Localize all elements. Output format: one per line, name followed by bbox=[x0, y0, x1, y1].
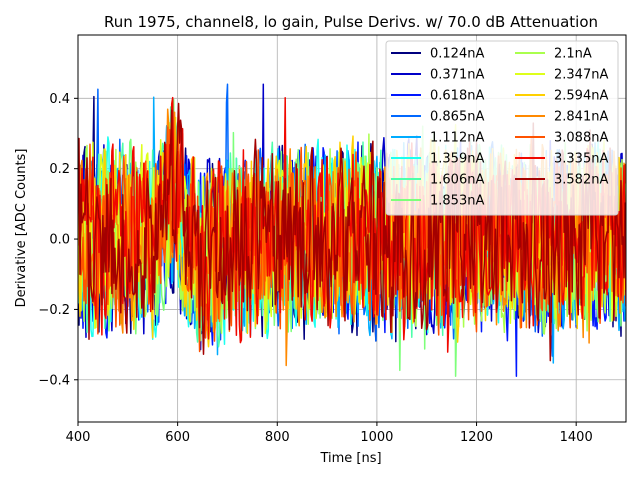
x-tick-label: 400 bbox=[66, 430, 91, 445]
legend-label: 2.841nA bbox=[554, 110, 608, 125]
legend-label: 2.347nA bbox=[554, 68, 608, 83]
chart-title: Run 1975, channel8, lo gain, Pulse Deriv… bbox=[104, 13, 598, 31]
legend-label: 2.1nA bbox=[554, 47, 592, 62]
legend-label: 0.371nA bbox=[430, 68, 484, 83]
legend-label: 1.853nA bbox=[430, 194, 484, 209]
legend-label: 0.865nA bbox=[430, 110, 484, 125]
x-axis-label: Time [ns] bbox=[319, 451, 381, 466]
legend-label: 1.606nA bbox=[430, 173, 484, 188]
legend-box bbox=[385, 40, 619, 216]
x-tick-label: 1400 bbox=[560, 430, 593, 445]
x-tick-label: 600 bbox=[165, 430, 190, 445]
legend-label: 3.582nA bbox=[554, 173, 608, 188]
x-tick-label: 800 bbox=[265, 430, 290, 445]
plot-area: 400 600 800 1000 1200 1400 −0.4 −0.2 0.0 0.2 0.4 0.… bbox=[38, 34, 627, 445]
axes-frame bbox=[77, 34, 627, 423]
y-axis-label: Derivative [ADC Counts] bbox=[14, 149, 29, 308]
legend-label: 3.088nA bbox=[554, 131, 608, 146]
legend-label: 2.594nA bbox=[554, 89, 608, 104]
x-tick-label: 1000 bbox=[360, 430, 393, 445]
legend: 0.124nA 0.371nA 0.618nA 0.865nA 1.112nA 1.359… bbox=[385, 40, 619, 216]
y-tick-label: 0.4 bbox=[49, 92, 70, 107]
y-tick-label: −0.2 bbox=[38, 303, 70, 318]
series-line-3.582nA bbox=[78, 102, 626, 362]
y-tick-label: −0.4 bbox=[38, 373, 70, 388]
legend-label: 3.335nA bbox=[554, 152, 608, 167]
x-tick-label: 1200 bbox=[460, 430, 493, 445]
legend-label: 1.112nA bbox=[430, 131, 484, 146]
legend-label: 0.124nA bbox=[430, 47, 484, 62]
y-tick-label: 0.0 bbox=[49, 233, 70, 248]
legend-label: 1.359nA bbox=[430, 152, 484, 167]
legend-label: 0.618nA bbox=[430, 89, 484, 104]
y-tick-label: 0.2 bbox=[49, 162, 70, 177]
